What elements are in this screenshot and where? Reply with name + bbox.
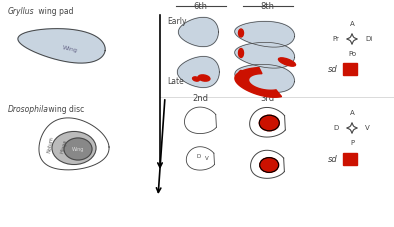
Text: D: D [334,125,339,131]
Text: Wing: Wing [62,45,78,53]
Ellipse shape [52,131,96,165]
Ellipse shape [259,115,279,131]
Text: D: D [196,154,201,159]
Ellipse shape [193,77,199,81]
Polygon shape [186,147,214,170]
Text: V: V [365,125,370,131]
Polygon shape [39,118,109,170]
Text: wing pad: wing pad [36,7,74,16]
Polygon shape [235,64,294,92]
Ellipse shape [279,58,296,66]
Text: Pr: Pr [332,36,339,42]
Text: Di: Di [365,36,372,42]
Polygon shape [18,29,105,63]
Ellipse shape [260,158,279,172]
Ellipse shape [64,138,92,160]
Polygon shape [250,107,285,137]
Ellipse shape [238,71,243,79]
Polygon shape [235,21,295,47]
Text: Notum: Notum [46,135,54,153]
Text: Po: Po [348,51,356,57]
Ellipse shape [238,49,243,57]
Text: wing disc: wing disc [46,105,84,114]
Ellipse shape [198,75,210,81]
Polygon shape [178,17,218,47]
Text: P: P [350,140,354,146]
Text: Drosophila: Drosophila [8,105,49,114]
Text: Hinge: Hinge [60,138,68,154]
Text: Late: Late [167,77,184,86]
Text: 8th: 8th [260,2,274,11]
Polygon shape [251,150,284,178]
Polygon shape [235,42,295,68]
Text: 3rd: 3rd [260,94,274,103]
Text: 2nd: 2nd [192,94,208,103]
Ellipse shape [238,29,243,37]
Polygon shape [177,57,219,88]
FancyBboxPatch shape [343,153,357,165]
Polygon shape [184,107,216,134]
Text: sd: sd [328,155,338,163]
Text: 6th: 6th [193,2,207,11]
FancyBboxPatch shape [343,63,357,75]
Text: A: A [349,21,354,27]
Text: A: A [349,110,354,116]
Text: sd: sd [328,64,338,74]
Text: Wing: Wing [72,146,84,151]
Text: V: V [205,156,209,161]
Polygon shape [235,68,282,97]
Text: Gryllus: Gryllus [8,7,35,16]
Text: Early: Early [167,17,186,26]
